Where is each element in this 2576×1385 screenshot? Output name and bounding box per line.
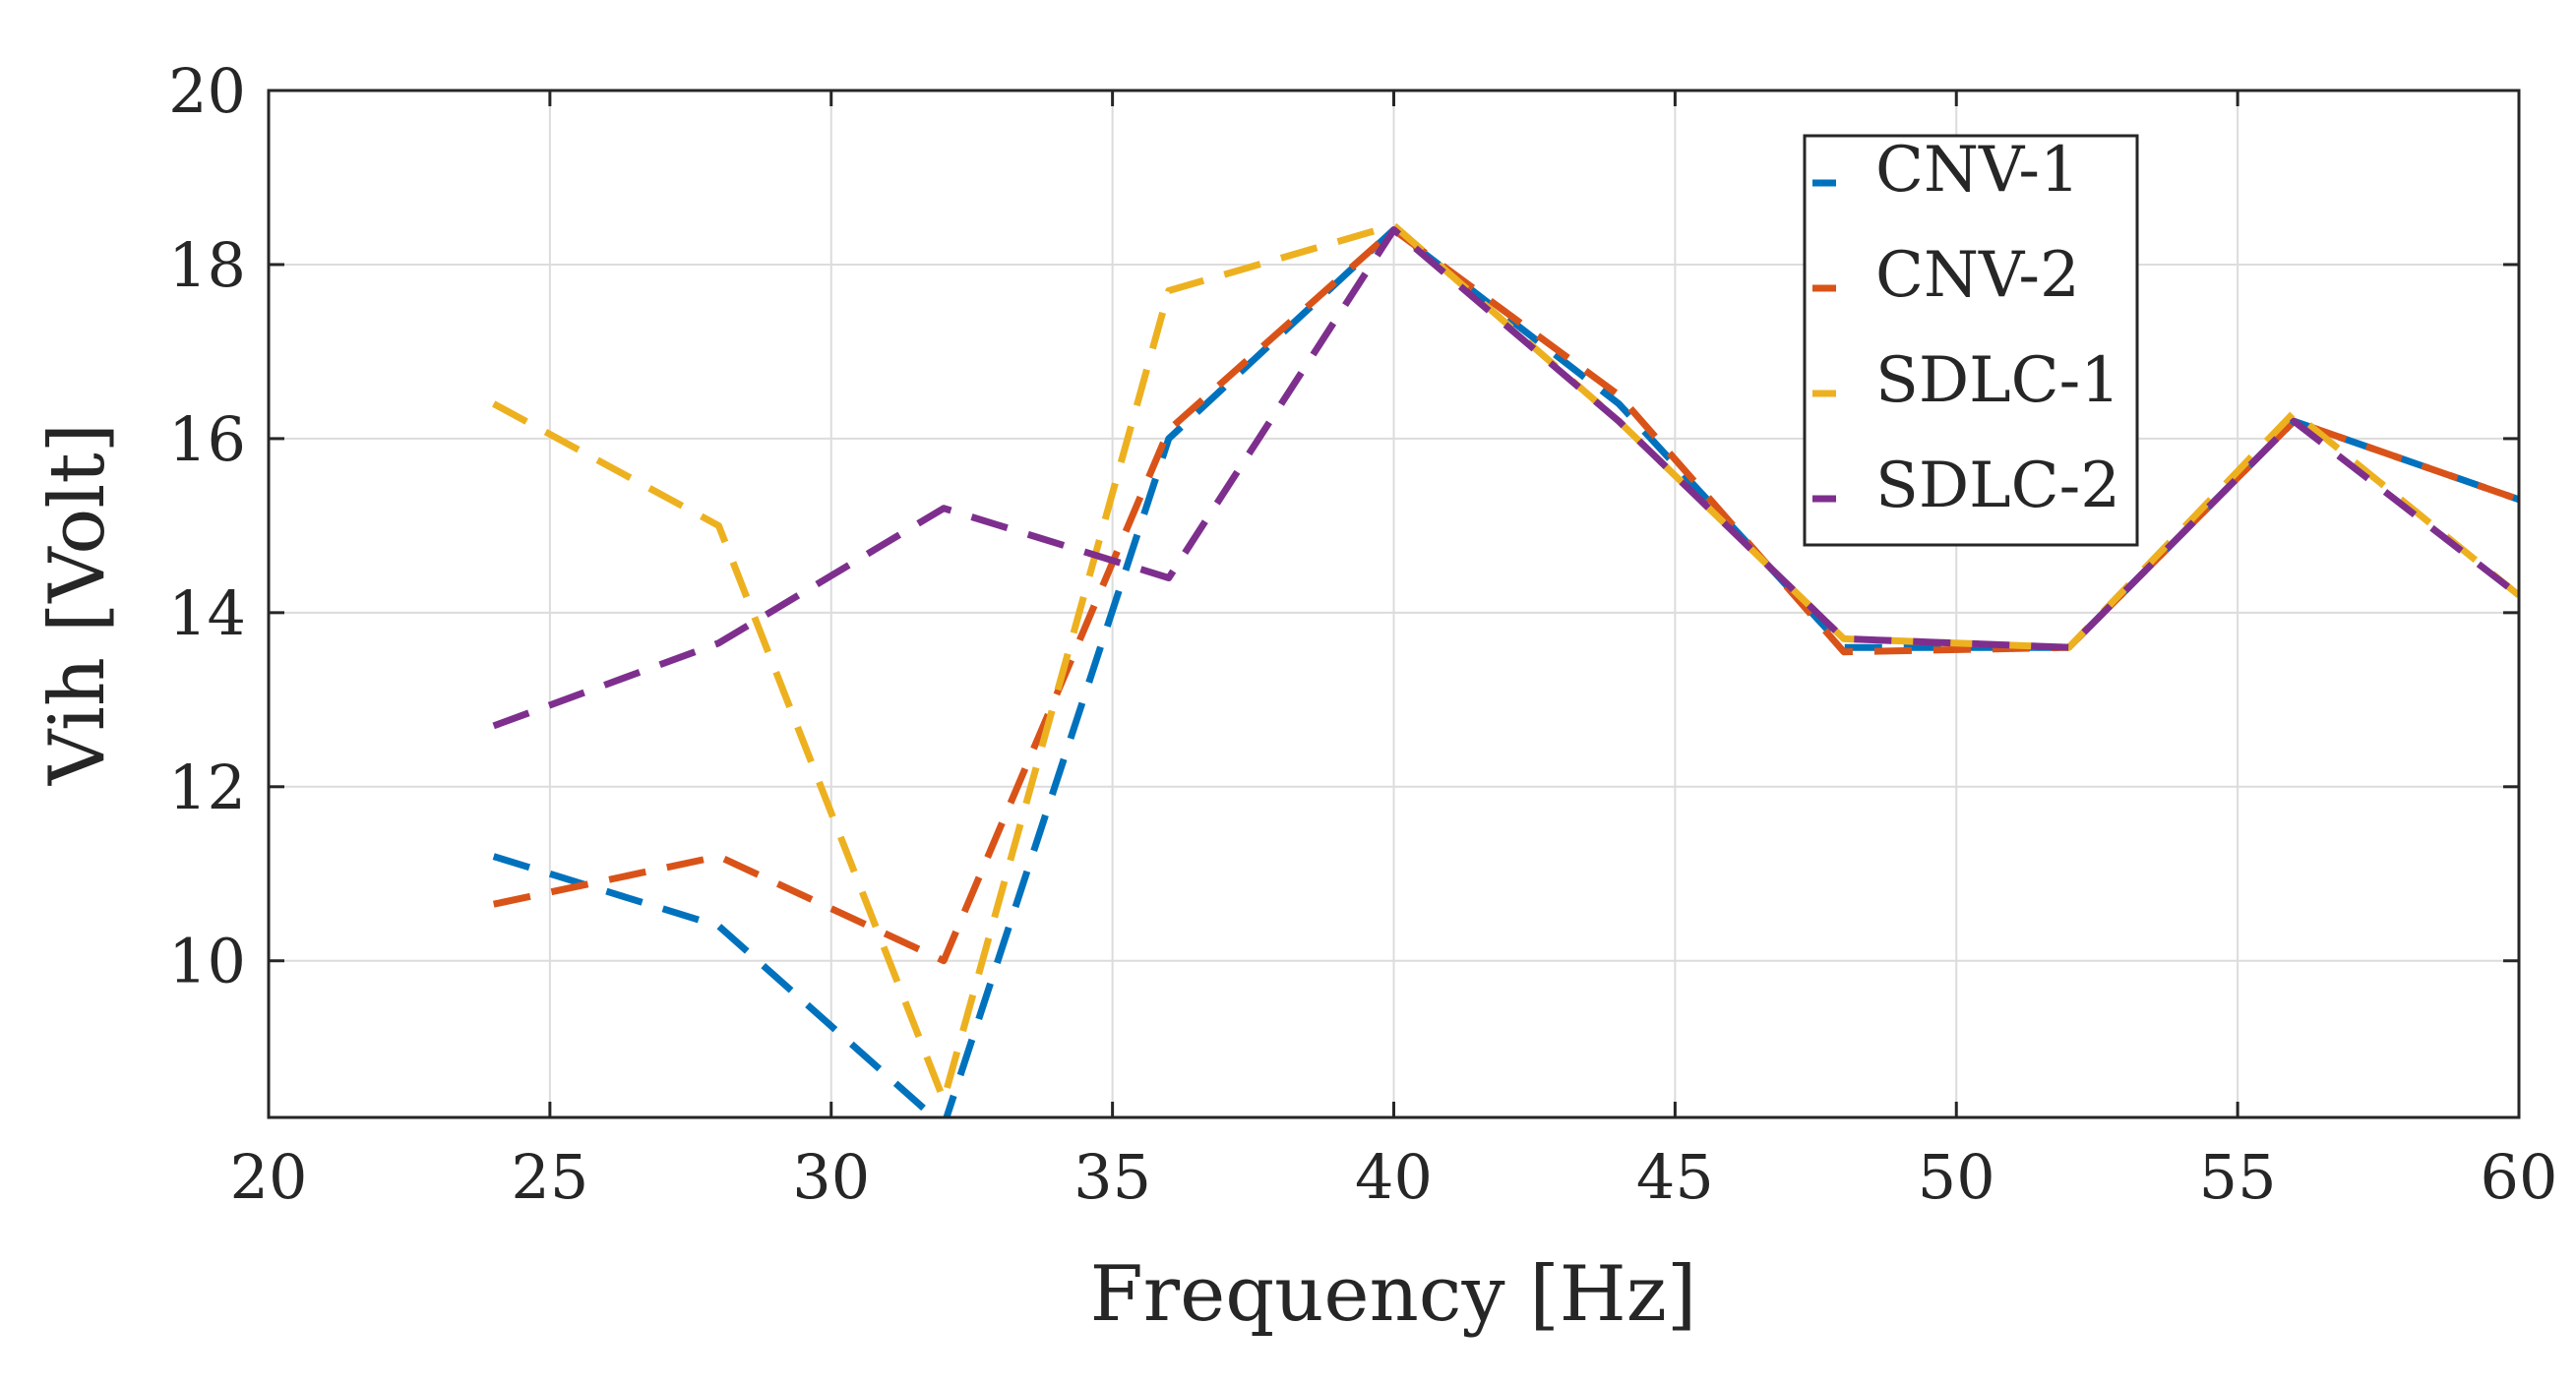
series-line-cnv-2: [492, 226, 2519, 965]
legend: CNV-1 CNV-2 SDLC-1 SDLC-2: [1803, 134, 2139, 547]
ticks: 20 25 30 35 40 45 50 55 60 10 12 14 16 18 20: [168, 55, 2557, 1213]
grid: [268, 90, 2520, 1117]
x-tick-label: 50: [1918, 1141, 1995, 1213]
series-line-sdlc-1: [492, 221, 2519, 1104]
series-line-sdlc-2: [492, 226, 2519, 730]
y-axis-label: Vih [Volt]: [33, 423, 122, 786]
y-tick-label: 18: [168, 229, 246, 301]
x-tick-label: 60: [2481, 1141, 2558, 1213]
x-tick-label: 30: [792, 1141, 870, 1213]
x-tick-label: 45: [1636, 1141, 1714, 1213]
x-axis-label: Frequency [Hz]: [1090, 1250, 1697, 1339]
x-tick-label: 40: [1355, 1141, 1433, 1213]
legend-label: SDLC-2: [1875, 450, 2120, 522]
legend-label: SDLC-1: [1875, 344, 2120, 417]
y-tick-label: 12: [168, 752, 246, 823]
y-tick-label: 20: [168, 55, 246, 127]
x-tick-label: 55: [2199, 1141, 2277, 1213]
legend-label: CNV-2: [1875, 239, 2080, 312]
y-tick-label: 14: [168, 577, 246, 649]
x-tick-label: 20: [230, 1141, 308, 1213]
legend-label: CNV-1: [1875, 134, 2080, 207]
x-tick-label: 35: [1073, 1141, 1151, 1213]
legend-box: [1803, 134, 2139, 547]
series-lines: [492, 221, 2519, 1117]
y-tick-label: 10: [168, 926, 246, 997]
y-tick-label: 16: [168, 403, 246, 475]
x-tick-label: 25: [511, 1141, 588, 1213]
